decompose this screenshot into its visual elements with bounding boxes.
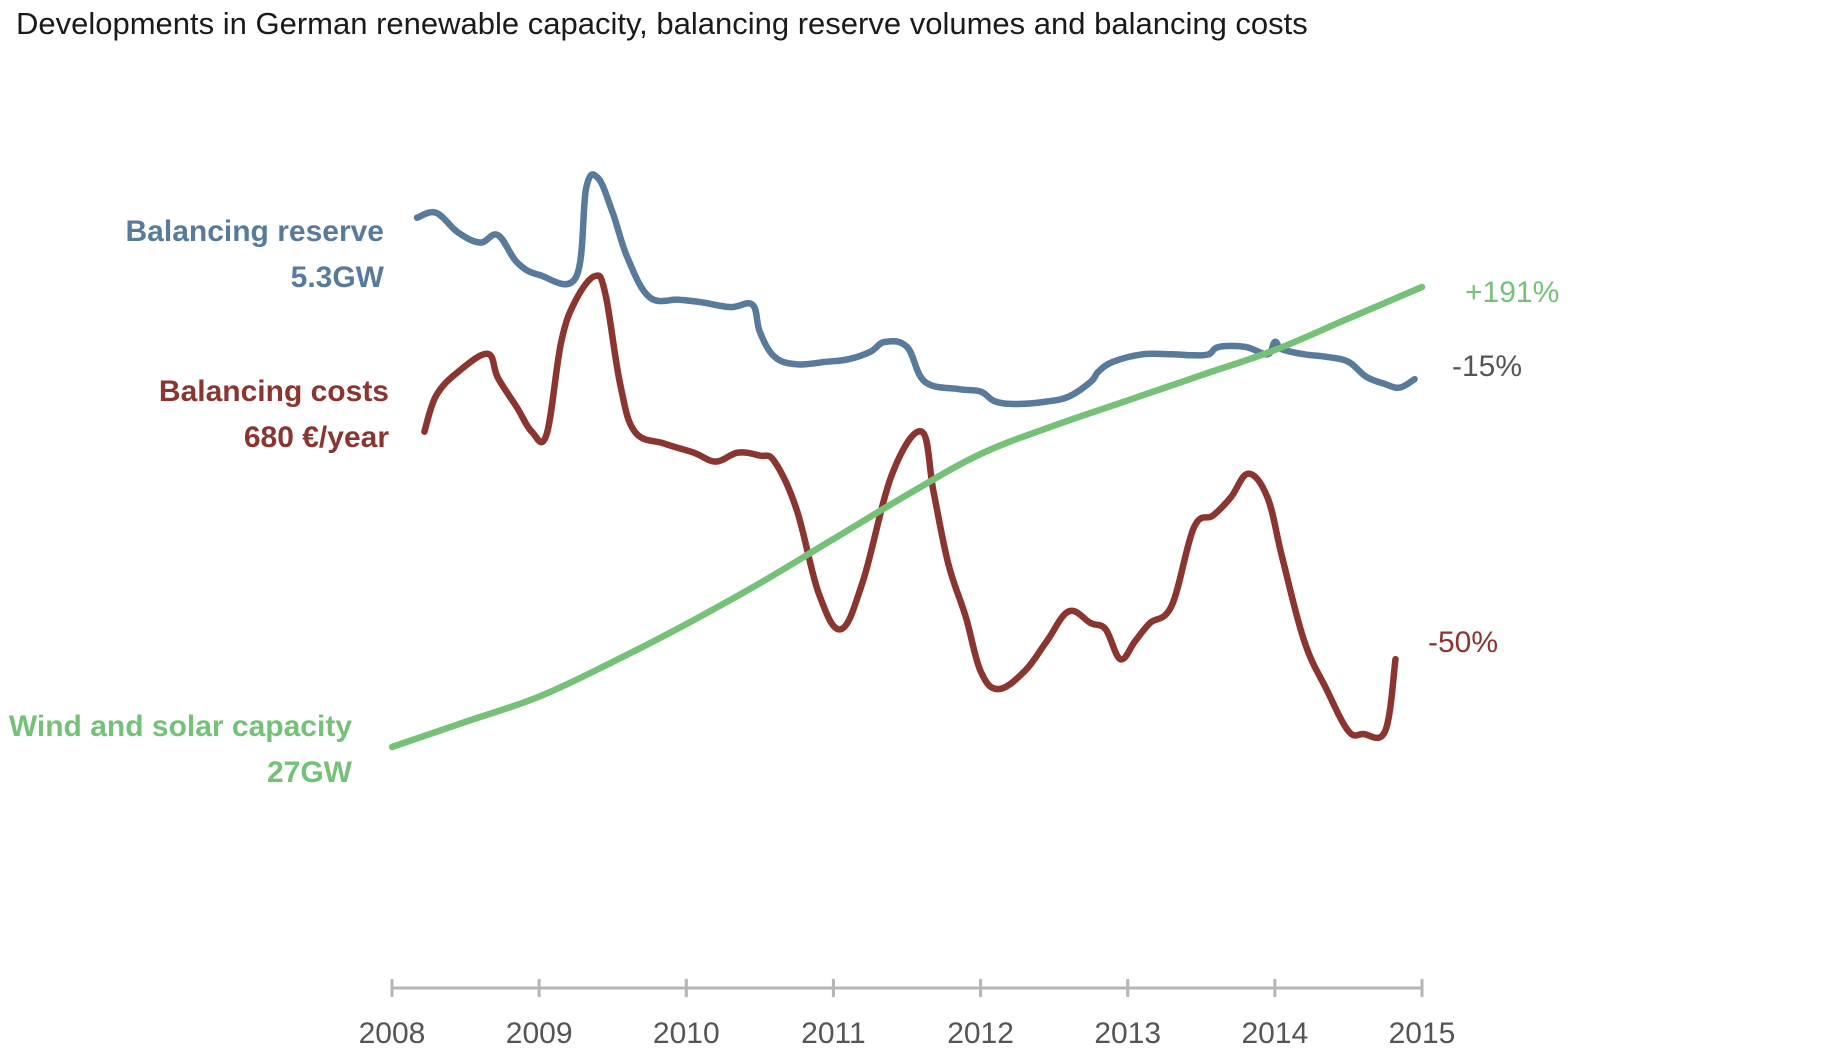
x-axis-ticks: 2008 2009 2010 2011 2012 2013 2014 2015 <box>359 979 1456 1050</box>
series-label-layer: Balancing reserve 5.3GW -15% Balancing cost… <box>9 215 1559 789</box>
series-label-reserve-line-0: Balancing reserve <box>126 215 384 248</box>
x-tick-label-2012: 2012 <box>947 1017 1014 1050</box>
x-tick-label-2008: 2008 <box>359 1017 426 1050</box>
series-label-costs-line-0: Balancing costs <box>159 375 389 408</box>
x-tick-label-2011: 2011 <box>801 1017 866 1050</box>
series-label-reserve-line-1: 5.3GW <box>291 261 385 294</box>
series-label-costs-line-1: 680 €/year <box>244 421 389 454</box>
series-label-capacity-line-0: Wind and solar capacity <box>9 710 352 743</box>
x-tick-label-2015: 2015 <box>1389 1017 1456 1050</box>
series-layer <box>388 171 1426 751</box>
x-tick-label-2010: 2010 <box>653 1017 720 1050</box>
x-tick-label-2009: 2009 <box>506 1017 573 1050</box>
end-label-capacity: +191% <box>1465 276 1559 309</box>
series-label-capacity-line-1: 27GW <box>267 756 353 789</box>
x-tick-label-2014: 2014 <box>1241 1017 1308 1050</box>
series-line-costs <box>421 272 1399 742</box>
series-line-capacity <box>388 283 1426 751</box>
x-tick-label-2013: 2013 <box>1094 1017 1161 1050</box>
end-label-reserve: -15% <box>1452 350 1522 383</box>
series-line-reserve <box>413 171 1418 408</box>
chart-title: Developments in German renewable capacit… <box>16 6 1308 41</box>
end-label-costs: -50% <box>1428 626 1498 659</box>
